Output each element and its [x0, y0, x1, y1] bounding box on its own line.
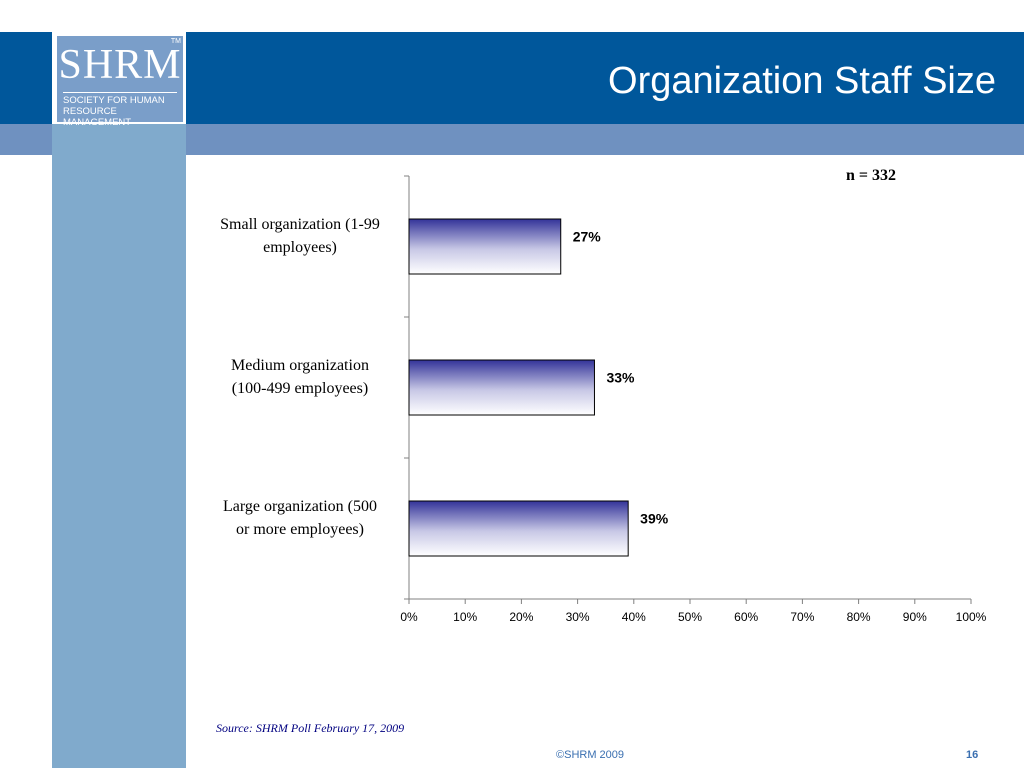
left-strip: [52, 124, 186, 768]
data-label: 39%: [640, 511, 669, 527]
x-tick-label: 100%: [956, 610, 987, 624]
logo-divider: [63, 92, 177, 93]
x-tick-label: 30%: [566, 610, 590, 624]
bar: [408, 500, 629, 557]
shrm-logo: SHRM TM SOCIETY FOR HUMAN RESOURCE MANAG…: [52, 32, 186, 128]
bar: [408, 359, 595, 416]
footer-copyright: ©SHRM 2009: [556, 749, 625, 761]
x-tick-label: 10%: [453, 610, 477, 624]
category-label: Large organization (500: [223, 498, 377, 515]
bar-chart: 0% 10% 20% 30% 40% 50% 60% 70% 80% 90% 100% 27% Smal…: [190, 160, 1010, 650]
category-label: (100-499 employees): [232, 380, 368, 397]
chart-svg: 0% 10% 20% 30% 40% 50% 60% 70% 80% 90% 100% 27% Smal…: [220, 167, 987, 624]
category-label: Small organization (1-99: [220, 216, 380, 233]
category-label: employees): [263, 239, 337, 256]
sample-size-annotation: n = 332: [846, 167, 896, 184]
data-label: 33%: [606, 370, 635, 386]
x-tick-label: 90%: [903, 610, 927, 624]
slide-title: Organization Staff Size: [608, 60, 996, 102]
x-tick-label: 50%: [678, 610, 702, 624]
data-label: 27%: [573, 229, 602, 245]
category-label: or more employees): [236, 521, 364, 538]
bar: [408, 218, 562, 275]
logo-box: SHRM TM SOCIETY FOR HUMAN RESOURCE MANAG…: [57, 36, 183, 128]
logo-tagline: SOCIETY FOR HUMAN RESOURCE MANAGEMENT: [63, 95, 165, 128]
x-tick-label: 20%: [509, 610, 533, 624]
x-tick-label: 0%: [400, 610, 418, 624]
footer-page-number: 16: [966, 749, 979, 761]
x-tick-label: 70%: [790, 610, 814, 624]
logo-wordmark: SHRM: [58, 42, 182, 88]
logo-trademark: TM: [170, 38, 181, 45]
x-tick-label: 60%: [734, 610, 758, 624]
x-tick-label: 40%: [622, 610, 646, 624]
source-note: Source: SHRM Poll February 17, 2009: [216, 721, 405, 735]
x-tick-label: 80%: [847, 610, 871, 624]
category-label: Medium organization: [231, 357, 369, 374]
